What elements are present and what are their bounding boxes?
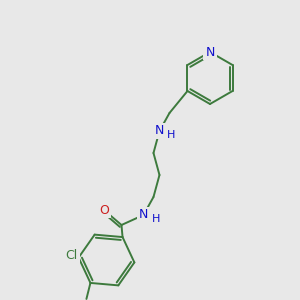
Text: Cl: Cl	[65, 249, 78, 262]
Text: H: H	[152, 214, 161, 224]
Text: O: O	[100, 203, 110, 217]
Text: H: H	[167, 130, 176, 140]
Text: N: N	[155, 124, 164, 137]
Text: N: N	[139, 208, 148, 221]
Text: N: N	[205, 46, 215, 59]
